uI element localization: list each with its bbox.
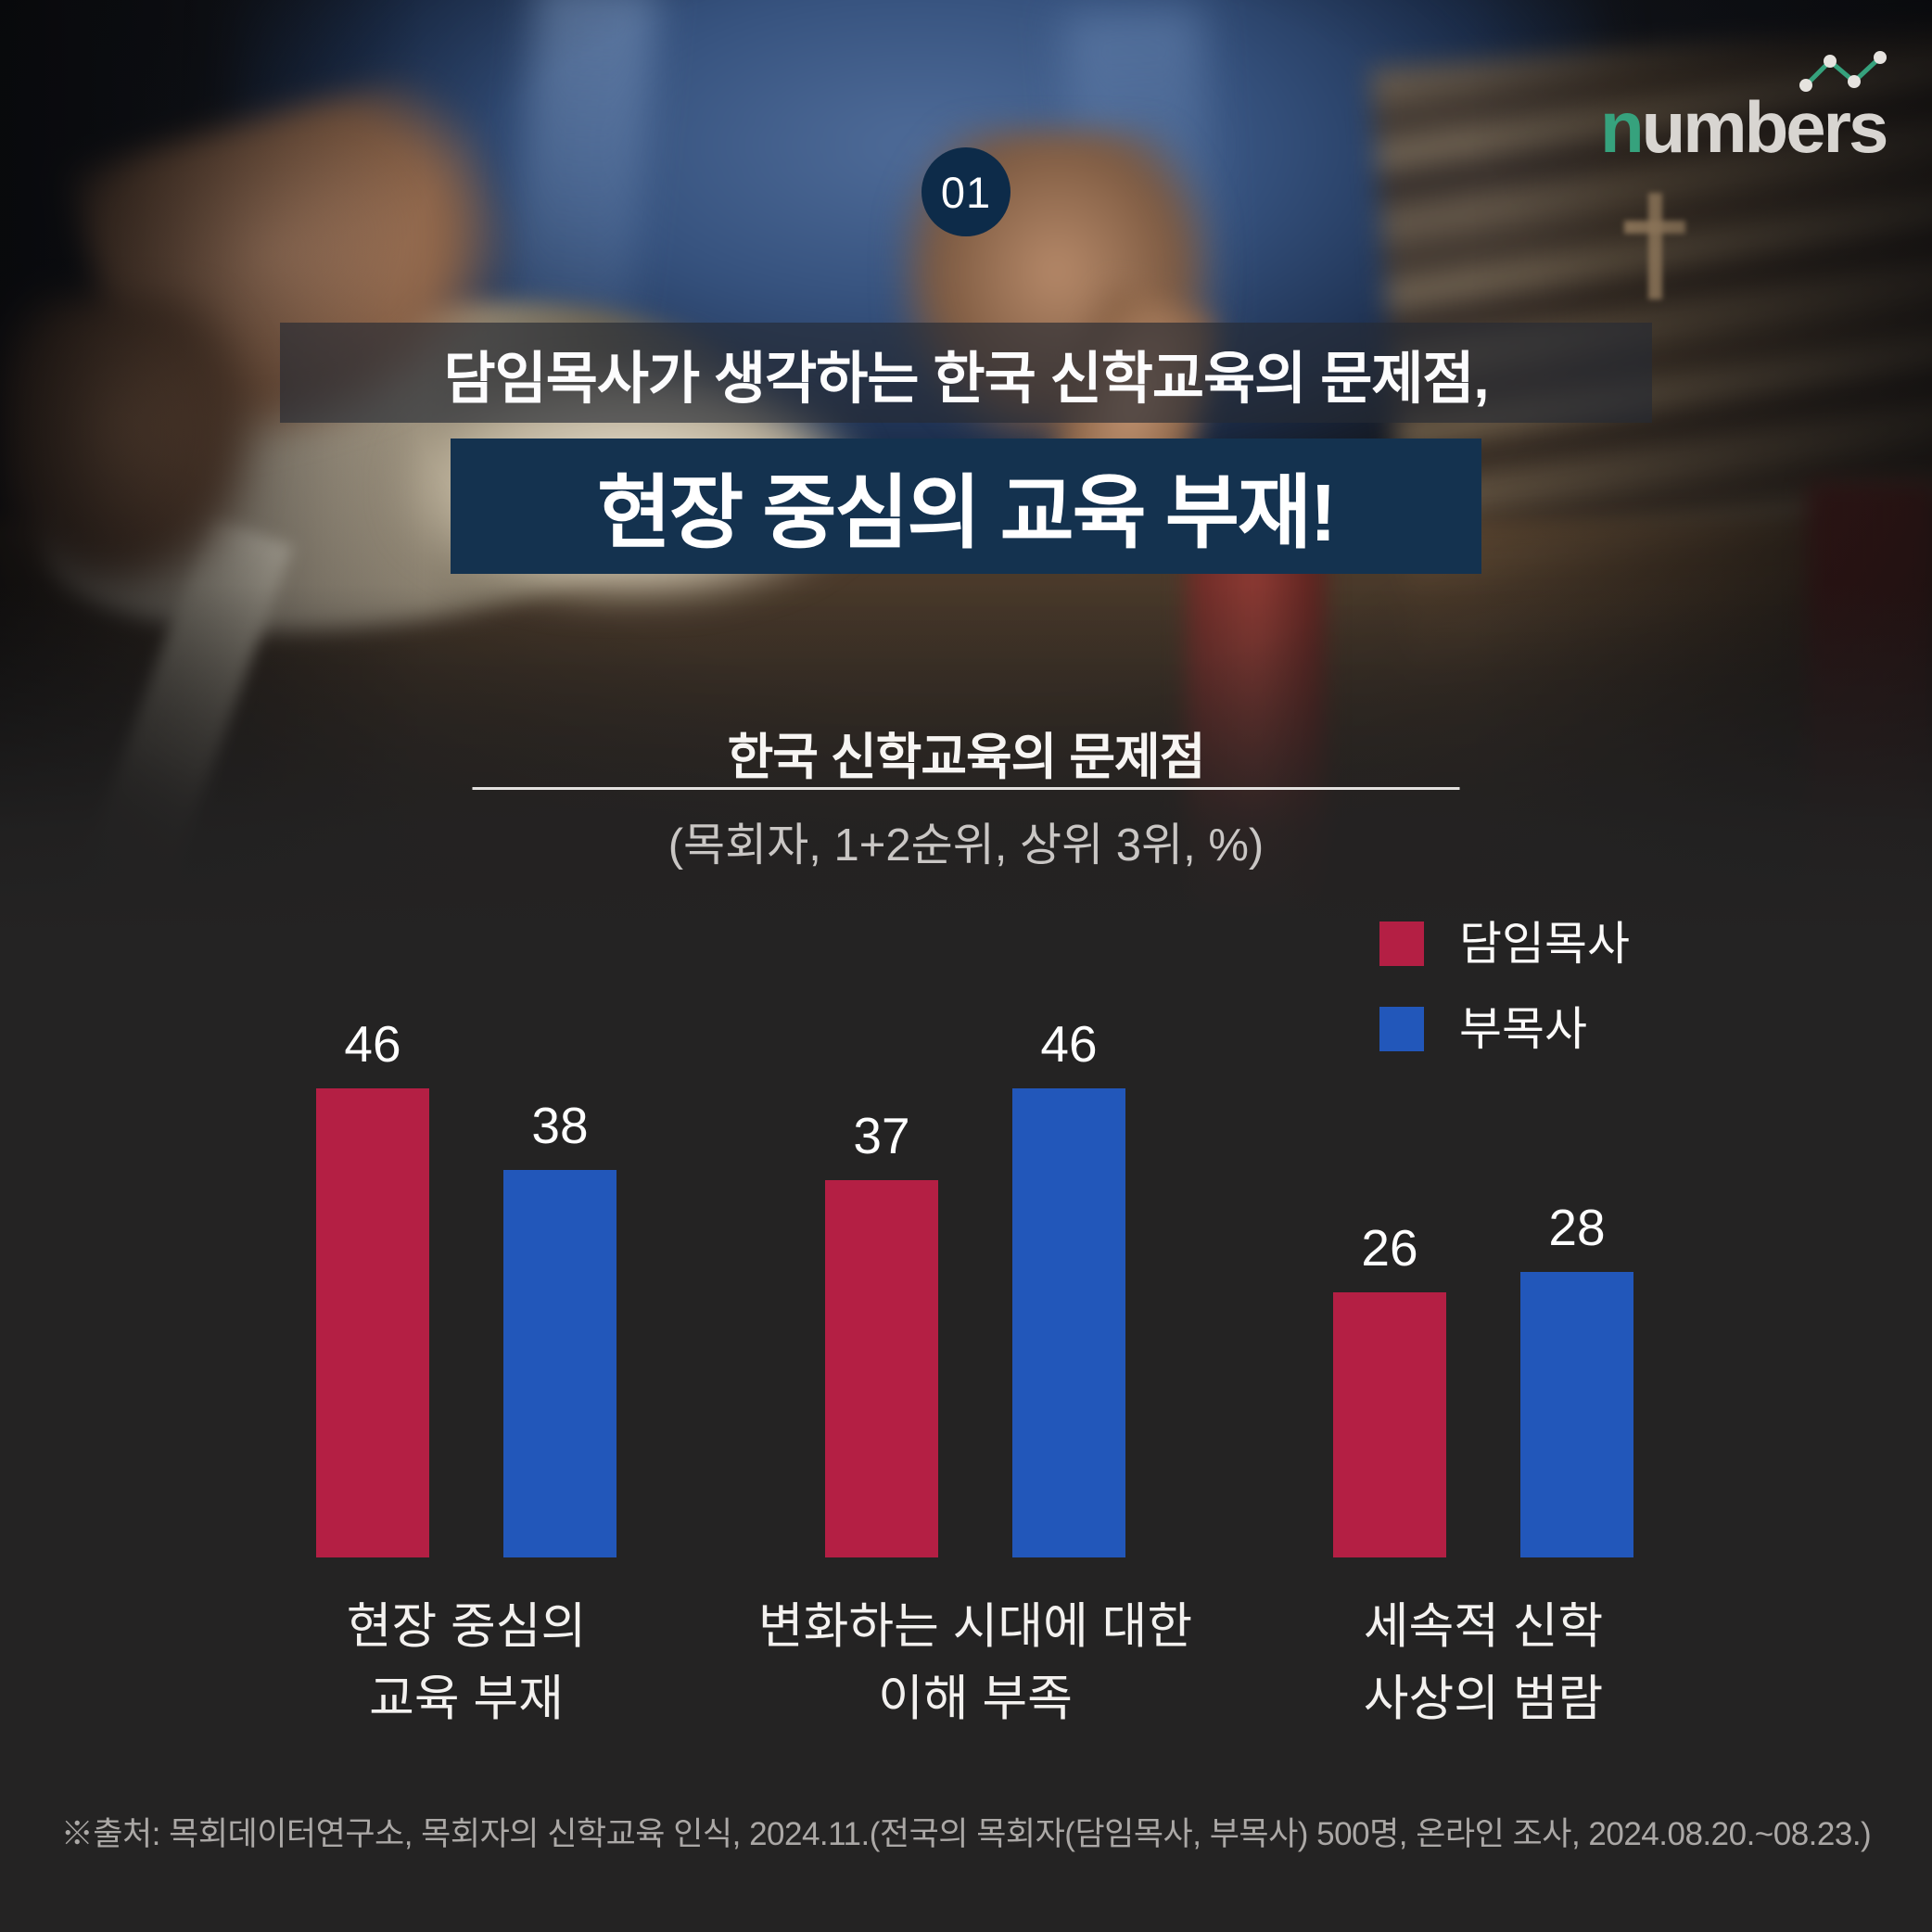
bar-assistant-pastor-group2 [1012,1088,1125,1557]
photo-bottom-fade [0,584,1932,936]
legend-label: 부목사 [1459,1003,1587,1055]
sparkline-icon [1799,51,1887,92]
headline-line1: 담임목사가 생각하는 한국 신학교육의 문제점, [280,323,1652,423]
source-note: ※출처: 목회데이터연구소, 목회자의 신학교육 인식, 2024.11.(전국… [60,1816,1872,1852]
brand-logo-rest: umbers [1641,86,1889,168]
legend-item-assistant-pastor: 부목사 [1379,1003,1630,1055]
bar-senior-pastor-group3 [1333,1292,1446,1557]
category-label-group2: 변화하는 시대에 대한 이해 부족 [757,1599,1193,1726]
chart-title-underline [472,787,1460,790]
brand-logo-accent-letter: n [1600,86,1645,168]
category-label-group1: 현장 중심의 교육 부재 [346,1599,587,1726]
bar-plot: 46 38 37 46 26 28 [0,1015,1932,1557]
legend-label: 담임목사 [1459,918,1630,970]
section-number-badge: 01 [922,147,1010,236]
chart-title: 한국 신학교육의 문제점 [727,730,1206,785]
brand-logo: numbers [1600,46,1925,163]
bar-assistant-pastor-group1 [503,1170,616,1557]
bar-senior-pastor-group2 [825,1180,938,1557]
chart-subtitle: (목회자, 1+2순위, 상위 3위, %) [667,820,1265,871]
legend-swatch-red [1379,922,1424,966]
legend-swatch-blue [1379,1007,1424,1051]
bar-value-label: 26 [1361,1219,1418,1277]
bar-value-label: 28 [1548,1199,1606,1256]
chart-legend: 담임목사 부목사 [1379,918,1630,1092]
bar-value-label: 38 [531,1097,589,1154]
bar-value-label: 46 [1040,1015,1098,1073]
category-label-group3: 세속적 신학 사상의 범람 [1363,1599,1604,1726]
bar-value-label: 46 [344,1015,401,1073]
headline-line2: 현장 중심의 교육 부재! [451,439,1481,574]
category-labels: 현장 중심의 교육 부재 변화하는 시대에 대한 이해 부족 세속적 신학 사상의 범람 [0,1591,1932,1758]
legend-item-senior-pastor: 담임목사 [1379,918,1630,970]
brand-logo-text: numbers [1600,91,1888,163]
bar-senior-pastor-group1 [316,1088,429,1557]
bar-assistant-pastor-group3 [1520,1272,1633,1557]
bar-value-label: 37 [853,1107,910,1164]
